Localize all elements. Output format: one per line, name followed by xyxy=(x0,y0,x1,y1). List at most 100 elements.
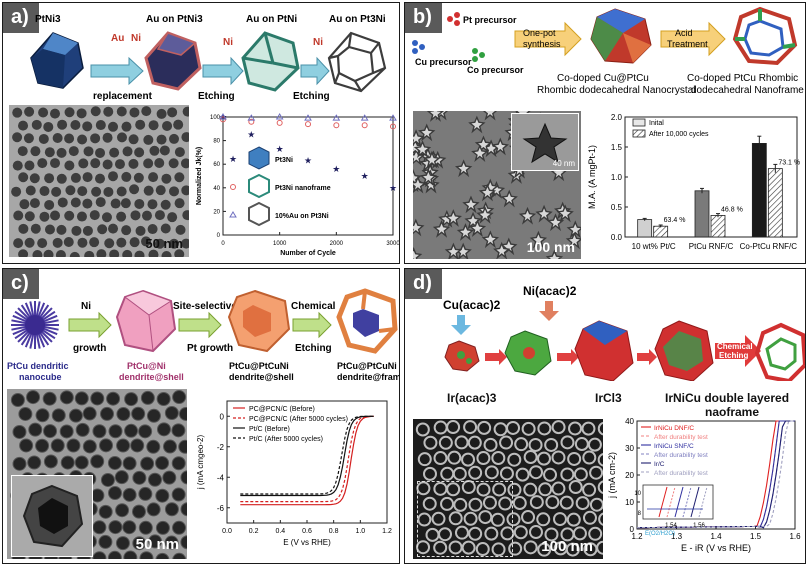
nanoframe xyxy=(447,450,462,465)
particle xyxy=(109,249,120,257)
nanoframe xyxy=(552,512,567,527)
particle xyxy=(135,225,146,236)
particle xyxy=(24,211,35,222)
nanoframe xyxy=(423,466,438,481)
nanostar xyxy=(491,137,509,156)
particle xyxy=(19,438,34,453)
particle xyxy=(143,134,154,145)
nanoframe xyxy=(468,465,483,480)
particle xyxy=(128,134,139,145)
nanostar xyxy=(423,150,441,169)
particle xyxy=(180,158,189,169)
particle xyxy=(35,438,50,453)
particle xyxy=(82,439,97,454)
nanoframe xyxy=(463,511,478,526)
particle xyxy=(116,438,131,453)
particle xyxy=(17,146,28,157)
particle xyxy=(178,439,187,454)
legend-label: After durability test xyxy=(654,470,708,477)
nanoframe xyxy=(574,437,589,452)
particle xyxy=(70,119,81,130)
particle xyxy=(138,520,153,535)
nanoframe xyxy=(568,421,583,436)
nanoframe xyxy=(461,540,476,555)
particle xyxy=(155,552,170,559)
nanoframe xyxy=(551,450,566,465)
nanoframe xyxy=(587,437,602,452)
b-co-dots xyxy=(472,48,478,54)
legend-marker xyxy=(230,184,236,190)
svg-text:PtCu dendritic: PtCu dendritic xyxy=(7,361,69,371)
legend-label: Pt/C (After 5000 cycles) xyxy=(249,436,323,443)
legend-label: PC@PCN/C (After 5000 cycles) xyxy=(249,416,348,423)
particle xyxy=(156,391,171,406)
y-tick-label: 100 xyxy=(210,115,221,121)
a-arrow-label-1: replacement xyxy=(93,91,153,102)
panel-b-schematic: Pt precursor Cu precursor Co precursor O… xyxy=(412,6,804,96)
particle xyxy=(116,186,127,197)
particle xyxy=(28,422,43,437)
particle xyxy=(154,238,165,249)
nanoframe xyxy=(565,542,580,557)
nanoframe xyxy=(538,482,553,497)
b-inset-scale: 40 nm xyxy=(552,159,575,168)
c-frame-icon xyxy=(336,288,398,354)
particle xyxy=(124,423,139,438)
particle xyxy=(162,470,177,485)
nanostar xyxy=(545,249,564,259)
particle xyxy=(171,423,186,438)
nanostar xyxy=(556,204,574,223)
svg-text:Etching: Etching xyxy=(719,351,748,360)
legend-label: Inital xyxy=(649,120,664,127)
nanoframe xyxy=(523,450,538,465)
point-pt3ni: ★ xyxy=(247,130,255,140)
bar xyxy=(637,219,653,238)
nanoframe xyxy=(463,420,478,435)
particle xyxy=(109,147,120,158)
nanostar xyxy=(454,159,473,178)
particle xyxy=(138,424,153,439)
a-step-label-3: Au on Pt3Ni xyxy=(329,14,386,25)
particle xyxy=(24,237,35,248)
nanoframe xyxy=(468,526,483,541)
a-arrow-1 xyxy=(90,56,144,86)
particle xyxy=(102,159,113,170)
a-arrow-label-3: Etching xyxy=(293,91,330,102)
particle xyxy=(12,424,27,439)
particle xyxy=(129,237,140,248)
particle xyxy=(146,502,161,517)
legend-label: PC@PCN/C (Before) xyxy=(249,406,315,413)
nanoframe xyxy=(560,435,575,450)
particle xyxy=(12,132,23,143)
y-tick-label: 80 xyxy=(213,139,220,145)
nanoframe xyxy=(433,540,448,555)
nanoframe xyxy=(500,526,515,541)
particle xyxy=(91,186,102,197)
point-au xyxy=(275,113,284,120)
panel-a-schematic: PtNi3 Au on PtNi3 Au on PtNi Au on Pt3Ni xyxy=(30,14,387,102)
particle xyxy=(169,238,180,249)
particle xyxy=(51,408,66,423)
particle xyxy=(23,133,34,144)
particle xyxy=(116,106,127,117)
nanostar xyxy=(493,241,511,259)
series-line xyxy=(240,415,374,503)
y-tick-label: -4 xyxy=(217,473,225,482)
inset-line xyxy=(698,486,708,518)
particle xyxy=(52,132,63,143)
nanostar xyxy=(482,111,498,121)
nanoframe xyxy=(598,512,603,526)
nanoframe xyxy=(575,496,590,511)
nanoframe xyxy=(433,420,448,435)
particle xyxy=(89,210,100,221)
particle xyxy=(50,438,65,453)
particle xyxy=(129,107,140,118)
b-product2-line2: dodecahedral Nanoframe xyxy=(691,85,804,96)
particle xyxy=(138,486,153,501)
nanostar xyxy=(478,183,497,202)
particle xyxy=(132,536,147,551)
particle xyxy=(25,185,36,196)
nanostar xyxy=(468,115,486,134)
x-tick-label: 0.6 xyxy=(302,528,312,535)
c-ptcu-ni-icon xyxy=(115,289,177,353)
